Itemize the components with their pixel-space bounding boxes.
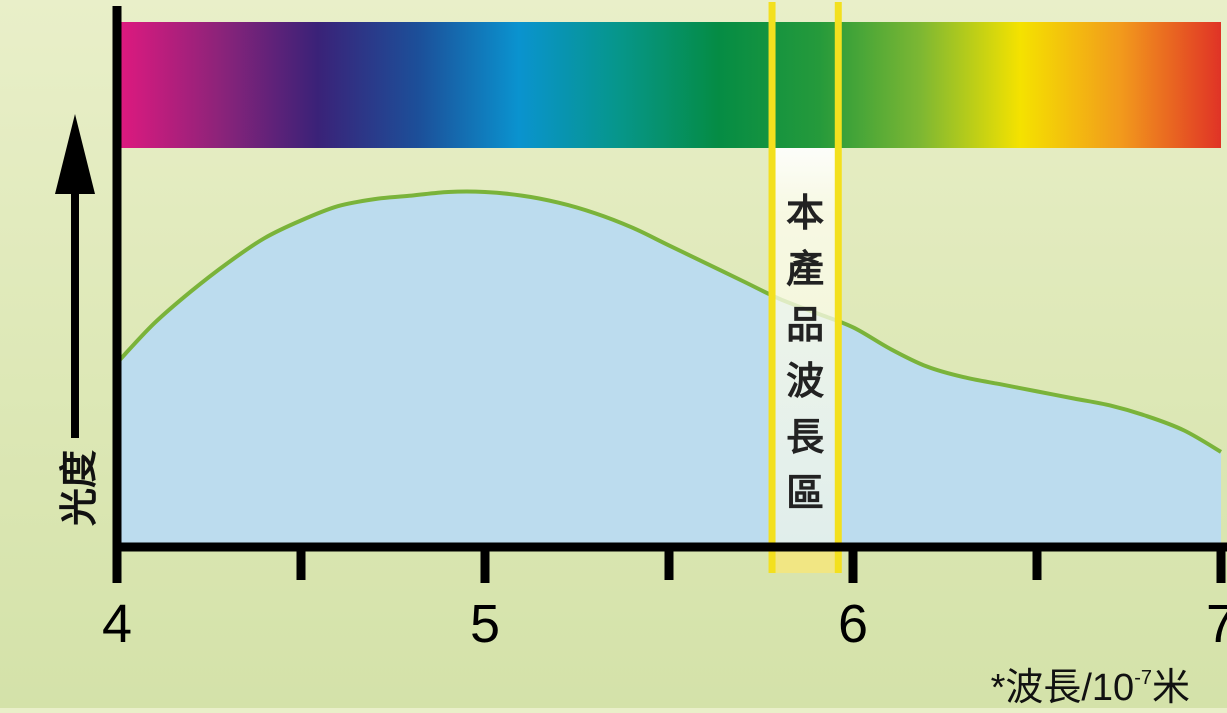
x-minor-tick xyxy=(664,547,674,580)
highlight-band-label: 本產品波長區 xyxy=(786,193,825,515)
highlight-band-layer: 本產品波長區 xyxy=(768,2,842,573)
x-tick-label: 6 xyxy=(838,594,868,654)
x-minor-tick xyxy=(1032,547,1042,580)
tick-layer: 4 5 6 7 xyxy=(102,547,1227,654)
x-tick-label: 5 xyxy=(470,594,500,654)
area-layer xyxy=(115,189,1223,547)
x-tick-label: 7 xyxy=(1206,594,1227,654)
highlight-band-label-char: 長 xyxy=(786,417,825,459)
x-minor-tick xyxy=(296,547,306,580)
x-axis-label: *波長/10-7米 xyxy=(991,667,1190,708)
x-major-tick xyxy=(1216,547,1226,583)
y-axis-arrow xyxy=(55,114,95,438)
intensity-area xyxy=(117,191,1221,547)
intensity-curve xyxy=(115,189,1223,454)
highlight-band-label-char: 產 xyxy=(786,248,824,291)
highlight-band-fill xyxy=(772,148,839,573)
spectrum-bar xyxy=(117,22,1221,148)
highlight-band-label-char: 波 xyxy=(786,361,824,403)
x-axis-label-prefix: *波長/10 xyxy=(991,667,1135,708)
x-tick-label: 4 xyxy=(102,594,132,654)
highlight-band-label-char: 本 xyxy=(786,193,824,235)
y-axis-label: 光度 xyxy=(59,450,101,526)
x-axis-label-exponent: -7 xyxy=(1134,667,1152,689)
x-major-tick xyxy=(848,547,858,583)
x-major-tick xyxy=(480,547,490,583)
highlight-band-label-char: 區 xyxy=(786,473,824,515)
highlight-band-label-char: 品 xyxy=(786,305,824,347)
x-major-tick xyxy=(112,547,122,583)
x-axis-label-suffix: 米 xyxy=(1152,667,1190,708)
